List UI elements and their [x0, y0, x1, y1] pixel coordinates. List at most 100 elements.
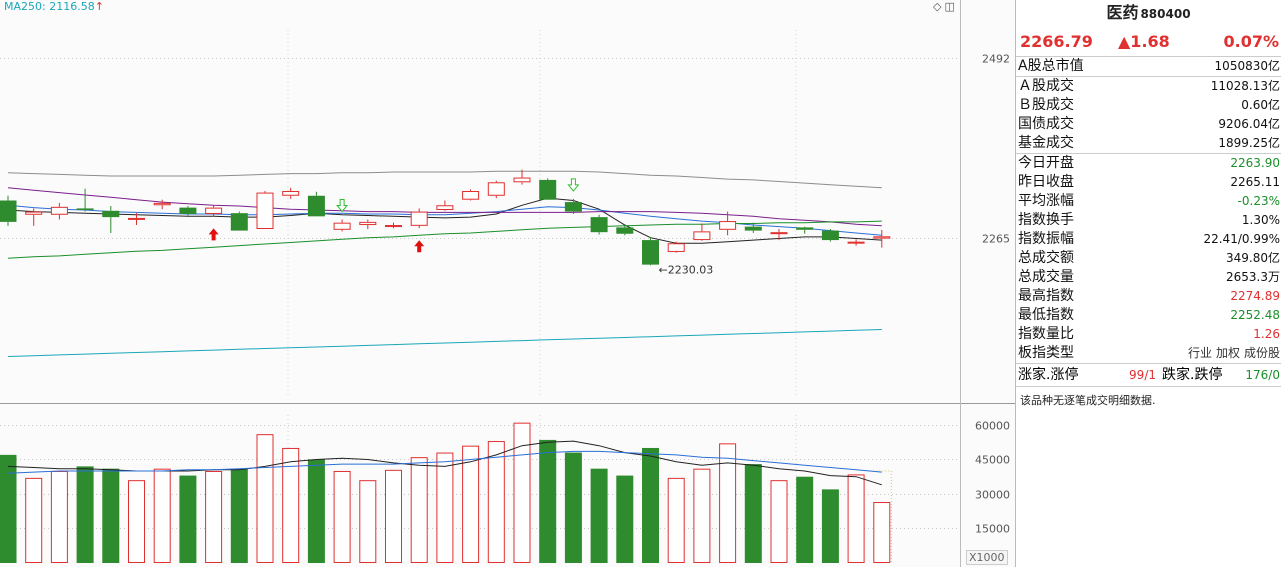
candle-body	[667, 243, 685, 252]
volume-bar	[744, 464, 762, 563]
current-volume-marker	[867, 470, 892, 563]
candle-body	[616, 227, 634, 234]
advance-label: 涨家.涨停	[1018, 367, 1079, 383]
volume-tick-label: 30000	[975, 489, 1010, 502]
candle-body	[770, 232, 788, 235]
stat-row: 指数换手 1.30%	[1016, 211, 1281, 230]
volume-bar	[616, 475, 634, 563]
stat-value: 11028.13亿	[1210, 79, 1280, 93]
index-type-options: 行业 加权 成份股	[1184, 344, 1280, 363]
stat-value: 349.80亿	[1226, 251, 1280, 265]
candle-body	[487, 182, 505, 196]
candle-body	[359, 221, 377, 226]
stat-label: 指数振幅	[1018, 231, 1074, 247]
ma250-label: MA250: 2116.58↑	[4, 0, 104, 13]
volume-bar	[385, 469, 402, 563]
volume-bar	[307, 459, 325, 563]
candle-body	[179, 207, 197, 214]
volume-bar	[462, 445, 480, 563]
ma-cyan-line	[7, 329, 882, 357]
volume-bar	[25, 477, 43, 564]
stat-row: 国债成交 9206.04亿	[1016, 115, 1281, 134]
stat-label: 国债成交	[1018, 116, 1074, 132]
index-type-row: 板指类型 行业 加权 成份股	[1016, 344, 1281, 364]
candle-body	[847, 241, 865, 244]
stat-row: 今日开盘 2263.90	[1016, 154, 1281, 173]
volume-bar	[719, 443, 737, 563]
volume-bar	[50, 470, 68, 563]
volume-tick-label: 45000	[975, 454, 1010, 467]
ma-white-line	[7, 197, 882, 244]
type-option-industry[interactable]: 行业	[1187, 346, 1212, 360]
volume-tick-label: 60000	[975, 420, 1010, 433]
ma-green-line	[7, 220, 882, 259]
stat-label: 基金成交	[1018, 135, 1074, 151]
stat-value: 1899.25亿	[1218, 136, 1280, 150]
volume-bar	[153, 468, 171, 563]
kline-chart[interactable]: 2492 2265 60000 45000 30000 15000 ←2230.03 MA2…	[0, 0, 1015, 567]
stat-label: Ｂ股成交	[1018, 97, 1074, 113]
volume-bar	[564, 452, 582, 563]
stat-value: 22.41/0.99%	[1203, 232, 1280, 246]
ma250-arrow: ↑	[94, 0, 104, 13]
volume-bar	[282, 447, 300, 563]
volume-bar	[796, 476, 814, 563]
advance-decline-row: 涨家.涨停 99/1 跌家.跌停 176/0	[1016, 364, 1281, 387]
candle-body	[719, 221, 737, 230]
volume-bar	[693, 468, 711, 563]
last-price: 2266.79	[1020, 31, 1093, 51]
diamond-icon[interactable]: ◇	[933, 0, 942, 13]
stat-row: 平均涨幅 -0.23%	[1016, 192, 1281, 211]
stat-label: A股总市值	[1018, 58, 1084, 74]
candle-body	[539, 179, 557, 200]
stat-label: 最高指数	[1018, 288, 1074, 304]
advance-value: 99/1	[1129, 368, 1156, 382]
window-icon[interactable]: ◫	[944, 0, 955, 13]
type-option-constituents[interactable]: 成份股	[1243, 346, 1280, 360]
volume-bar	[128, 480, 145, 564]
stat-label: 平均涨幅	[1018, 193, 1074, 209]
ma-gray-line	[7, 170, 882, 189]
volume-bar	[333, 470, 351, 563]
chart-toolbar: ◇ ◫	[930, 0, 955, 13]
stat-label: 总成交量	[1018, 269, 1074, 285]
stat-value: 2274.89	[1230, 289, 1280, 303]
candle-body	[873, 236, 891, 239]
ma250-value: MA250: 2116.58	[4, 0, 95, 13]
candle-body	[385, 225, 402, 228]
volume-bar	[847, 474, 865, 563]
quote-stats: A股总市值 1050830亿 Ａ股成交 11028.13亿 Ｂ股成交 0.60亿 国债成交 9…	[1016, 57, 1281, 344]
volume-bar	[539, 439, 557, 563]
volume-bar	[205, 470, 223, 563]
decline-label: 跌家.跌停	[1162, 367, 1223, 383]
stat-row: 最低指数 2252.48	[1016, 306, 1281, 325]
sell-arrow-icon	[336, 199, 349, 213]
candle-body	[821, 230, 839, 241]
volume-bar	[642, 447, 659, 563]
stat-label: 指数量比	[1018, 326, 1074, 342]
stat-value: 2263.90	[1230, 156, 1280, 170]
stat-value: 2653.3万	[1226, 270, 1280, 284]
chart-canvas[interactable]: 2492 2265 60000 45000 30000 15000 ←2230.03	[0, 0, 1015, 567]
stat-label: 指数换手	[1018, 212, 1074, 228]
quote-title: 医药 880400	[1016, 0, 1281, 26]
volume-bar	[770, 480, 788, 564]
volume-bar	[436, 452, 454, 563]
stat-row: 基金成交 1899.25亿	[1016, 134, 1281, 154]
stat-label: Ａ股成交	[1018, 78, 1074, 94]
candle-body	[76, 208, 94, 210]
candle-body	[590, 217, 608, 233]
index-name: 医药	[1106, 3, 1139, 22]
volume-tick-label: 15000	[975, 523, 1010, 536]
candle-body	[410, 211, 428, 226]
candle-body	[153, 202, 171, 206]
candle-body	[230, 213, 248, 231]
candle-body	[205, 207, 223, 214]
type-option-weighted[interactable]: 加权	[1215, 346, 1240, 360]
candle-body	[642, 240, 659, 265]
stat-value: 1.26	[1253, 327, 1280, 341]
buy-arrow-icon	[414, 240, 425, 253]
stat-row: 指数振幅 22.41/0.99%	[1016, 230, 1281, 249]
ma-purple-line	[7, 187, 882, 227]
price-change: ▲1.68	[1118, 31, 1170, 51]
